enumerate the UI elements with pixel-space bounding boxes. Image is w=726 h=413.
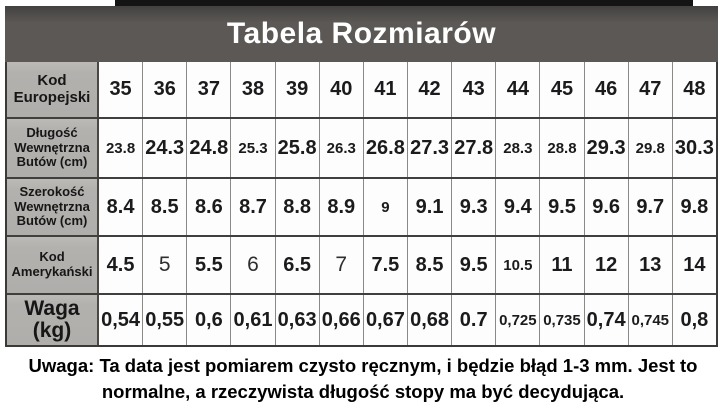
table-cell: 9.1 (407, 179, 453, 235)
table-row: Długość Wewnętrzna Butów (cm) 23.8 24.3 24.… (7, 117, 716, 177)
table-cell: 10.5 (496, 237, 541, 293)
table-cell: 9.5 (452, 237, 497, 293)
table-cell: 43 (452, 62, 497, 117)
table-cell: 0,61 (231, 295, 276, 345)
table-cell: 9.4 (496, 179, 541, 235)
table-row: Kod Amerykański 4.5 5 5.5 6 6.5 7 7.5 8.5 9.5 10.5… (7, 235, 716, 293)
table-cell: 0,54 (99, 295, 144, 345)
table-cell: 12 (584, 237, 629, 293)
table-cell: 29.3 (584, 119, 629, 177)
table-cell: 0,6 (187, 295, 232, 345)
table-cell: 9.5 (540, 179, 585, 235)
table-cell: 26.8 (363, 119, 408, 177)
row-label: Kod Amerykański (7, 237, 99, 293)
measurement-note: Uwaga: Ta data jest pomiarem czysto ręcz… (0, 353, 726, 406)
table-cell: 8.7 (231, 179, 276, 235)
table-cell: 28.8 (540, 119, 585, 177)
table-cell: 8.5 (143, 179, 188, 235)
table-cell: 13 (628, 237, 673, 293)
table-cell: 9 (363, 179, 408, 235)
table-row: Szerokość Wewnętrzna Butów (cm) 8.4 8.5 8.6… (7, 177, 716, 235)
top-scan-artifact-strip (115, 0, 693, 6)
table-cell: 44 (496, 62, 541, 117)
table-cell: 0,74 (584, 295, 629, 345)
table-cell: 0,55 (143, 295, 188, 345)
table-cell: 26.3 (319, 119, 364, 177)
table-cell: 30.3 (672, 119, 716, 177)
table-cell: 5 (143, 237, 188, 293)
table-cell: 0,66 (319, 295, 364, 345)
note-line-1: Uwaga: Ta data jest pomiarem czysto ręcz… (28, 355, 698, 376)
table-cell: 46 (584, 62, 629, 117)
table-cell: 4.5 (99, 237, 144, 293)
table-cell: 9.8 (672, 179, 716, 235)
table-cell: 27.3 (407, 119, 453, 177)
table-cell: 9.6 (584, 179, 629, 235)
table-cell: 40 (319, 62, 364, 117)
table-cell: 0,67 (363, 295, 408, 345)
table-cell: 48 (672, 62, 716, 117)
table-cell: 29.8 (628, 119, 673, 177)
table-cell: 25.8 (275, 119, 320, 177)
table-cell: 45 (540, 62, 585, 117)
table-row: Waga (kg) 0,54 0,55 0,6 0,61 0,63 0,66 0,67 0,68… (7, 293, 716, 345)
table-cell: 0,725 (496, 295, 541, 345)
note-line-2: normalne, a rzeczywista długość stopy ma… (101, 381, 625, 403)
table-cell: 6 (231, 237, 276, 293)
table-cell: 8.5 (407, 237, 453, 293)
table-cell: 24.8 (187, 119, 232, 177)
table-cell: 14 (672, 237, 716, 293)
table-cell: 38 (231, 62, 276, 117)
table-cell: 37 (187, 62, 232, 117)
table-cell: 8.6 (187, 179, 232, 235)
row-label: Szerokość Wewnętrzna Butów (cm) (7, 179, 99, 235)
table-cell: 8.8 (275, 179, 320, 235)
table-cell: 42 (407, 62, 453, 117)
table-cell: 41 (363, 62, 408, 117)
table-cell: 6.5 (275, 237, 320, 293)
table-cell: 8.9 (319, 179, 364, 235)
table-cell: 9.3 (452, 179, 497, 235)
size-table: Kod Europejski 35 36 37 38 39 40 41 42 43 44 45 46 47… (5, 62, 718, 347)
table-cell: 0,68 (407, 295, 453, 345)
table-cell: 27.8 (452, 119, 497, 177)
table-cell: 9.7 (628, 179, 673, 235)
table-cell: 47 (628, 62, 673, 117)
table-cell: 0.7 (452, 295, 497, 345)
table-cell: 28.3 (496, 119, 541, 177)
table-cell: 11 (540, 237, 585, 293)
table-cell: 7.5 (363, 237, 408, 293)
table-cell: 7 (319, 237, 364, 293)
table-cell: 0,735 (540, 295, 585, 345)
table-cell: 5.5 (187, 237, 232, 293)
table-cell: 35 (99, 62, 144, 117)
table-cell: 8.4 (99, 179, 144, 235)
table-row: Kod Europejski 35 36 37 38 39 40 41 42 43 44 45 46 47… (7, 62, 716, 117)
table-cell: 25.3 (231, 119, 276, 177)
table-cell: 0,63 (275, 295, 320, 345)
title-banner: Tabela Rozmiarów (5, 6, 718, 62)
row-label: Kod Europejski (7, 62, 99, 117)
table-cell: 0,745 (628, 295, 673, 345)
table-cell: 0,8 (672, 295, 716, 345)
table-cell: 24.3 (143, 119, 188, 177)
page-title: Tabela Rozmiarów (226, 17, 497, 50)
table-cell: 39 (275, 62, 320, 117)
table-cell: 23.8 (99, 119, 144, 177)
row-label: Długość Wewnętrzna Butów (cm) (7, 119, 99, 177)
table-cell: 36 (143, 62, 188, 117)
row-label: Waga (kg) (7, 295, 99, 345)
